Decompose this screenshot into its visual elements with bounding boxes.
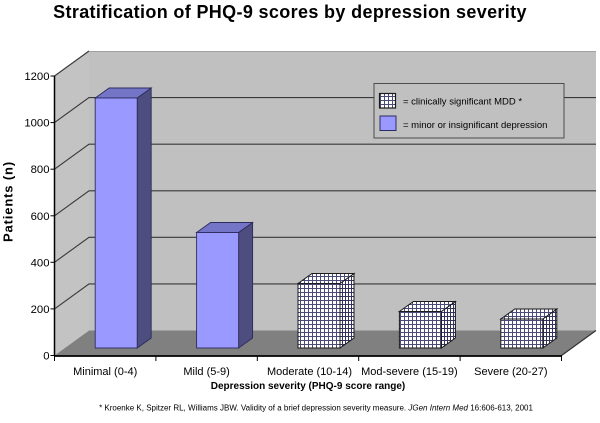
svg-text:400: 400	[31, 257, 50, 269]
svg-text:Moderate (10-14): Moderate (10-14)	[267, 366, 352, 378]
svg-text:Patients (n): Patients (n)	[1, 161, 16, 242]
svg-text:1200: 1200	[24, 71, 49, 83]
svg-text:0: 0	[43, 351, 49, 363]
svg-text:Depression severity (PHQ-9 sco: Depression severity (PHQ-9 score range)	[211, 381, 406, 392]
svg-text:Minimal (0-4): Minimal (0-4)	[73, 366, 137, 378]
svg-text:Mild (5-9): Mild (5-9)	[183, 366, 229, 378]
svg-text:600: 600	[31, 211, 50, 223]
svg-text:800: 800	[31, 164, 50, 176]
svg-text:1000: 1000	[24, 118, 49, 130]
svg-text:Stratification of PHQ-9 scores: Stratification of PHQ-9 scores by depres…	[53, 2, 527, 22]
svg-text:Severe (20-27): Severe (20-27)	[474, 366, 547, 378]
svg-text:200: 200	[31, 304, 50, 316]
svg-text:Mod-severe (15-19): Mod-severe (15-19)	[361, 366, 458, 378]
svg-text:= clinically significant MDD *: = clinically significant MDD *	[403, 97, 522, 108]
svg-text:= minor or insignificant depre: = minor or insignificant depression	[403, 120, 547, 131]
svg-text:* Kroenke K, Spitzer RL, Willi: * Kroenke K, Spitzer RL, Williams JBW. V…	[99, 404, 533, 413]
